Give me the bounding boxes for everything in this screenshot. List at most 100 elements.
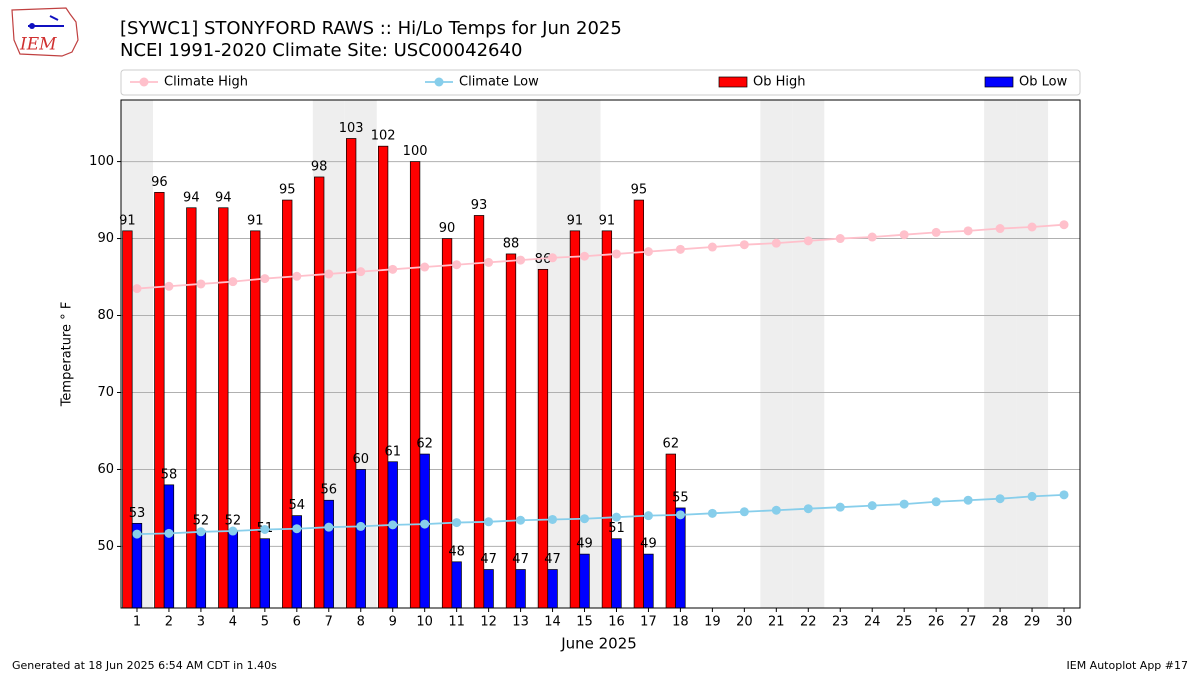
bar	[547, 569, 558, 609]
x-tick-label: 26	[928, 615, 945, 630]
value-label: 100	[403, 144, 428, 159]
x-axis-label: June 2025	[560, 635, 637, 653]
value-label: 47	[512, 552, 529, 567]
legend-marker	[139, 77, 149, 87]
bar	[643, 553, 654, 609]
value-label: 58	[161, 467, 178, 482]
bar	[377, 145, 389, 609]
bar	[473, 215, 485, 609]
value-label: 94	[215, 190, 232, 205]
line	[136, 493, 1065, 536]
bar	[122, 230, 133, 609]
x-tick-label: 14	[544, 615, 561, 630]
marker	[452, 518, 462, 528]
value-label: 47	[480, 552, 497, 567]
marker	[388, 520, 398, 530]
marker	[835, 502, 845, 512]
bar	[419, 453, 430, 609]
value-label: 95	[631, 183, 648, 198]
weekend-shade	[1016, 100, 1049, 608]
bar	[282, 199, 293, 609]
legend-box	[120, 69, 1081, 96]
logo: IEM	[11, 7, 79, 57]
value-label: 103	[339, 121, 364, 136]
x-tick-label: 25	[896, 615, 913, 630]
value-label: 96	[151, 175, 168, 190]
logo-text: IEM	[19, 35, 57, 55]
marker	[611, 512, 621, 522]
value-label: 48	[448, 544, 465, 559]
marker	[516, 515, 526, 525]
bar	[409, 161, 421, 609]
chart-title: [SYWC1] STONYFORD RAWS :: Hi/Lo Temps fo…	[120, 18, 622, 39]
bar	[451, 561, 462, 609]
value-label: 52	[193, 514, 210, 529]
marker	[995, 494, 1005, 504]
value-label: 60	[352, 452, 369, 467]
y-axis-label: Temperature ° F	[60, 302, 75, 408]
x-tick-label: 27	[960, 615, 977, 630]
value-label: 47	[544, 552, 561, 567]
x-tick-label: 16	[608, 615, 625, 630]
marker	[771, 238, 781, 248]
bar	[355, 469, 366, 609]
bar	[323, 499, 334, 609]
marker	[356, 267, 366, 277]
legend-label: Climate Low	[459, 75, 539, 90]
line	[136, 223, 1065, 290]
marker	[739, 240, 749, 250]
marker	[164, 281, 174, 291]
bar	[675, 507, 686, 609]
value-label: 54	[289, 498, 306, 513]
marker	[484, 257, 494, 267]
footer-left: Generated at 18 Jun 2025 6:54 AM CDT in …	[12, 659, 277, 672]
x-tick-label: 4	[229, 615, 237, 630]
x-tick-label: 3	[197, 615, 205, 630]
weekend-shade	[984, 100, 1017, 608]
marker	[899, 230, 909, 240]
marker	[196, 527, 206, 537]
marker	[835, 234, 845, 244]
y-tick-label: 60	[97, 462, 114, 477]
marker	[675, 510, 685, 520]
marker	[580, 251, 590, 261]
marker	[963, 495, 973, 505]
x-tick-label: 17	[640, 615, 657, 630]
x-tick-label: 2	[165, 615, 173, 630]
legend-label: Ob High	[753, 75, 806, 90]
marker	[548, 514, 558, 524]
marker	[611, 249, 621, 259]
plot-frame	[120, 99, 1081, 609]
marker	[771, 505, 781, 515]
bar	[186, 207, 197, 609]
x-tick-label: 13	[512, 615, 529, 630]
bar	[314, 176, 325, 609]
weekend-shade	[792, 100, 825, 608]
marker	[164, 528, 174, 538]
marker	[260, 524, 270, 534]
value-label: 91	[119, 213, 136, 228]
value-label: 98	[311, 159, 328, 174]
marker	[1059, 220, 1069, 230]
marker	[452, 260, 462, 270]
legend-swatch	[718, 76, 748, 88]
marker	[516, 255, 526, 265]
bar	[387, 461, 398, 609]
marker	[132, 284, 142, 294]
bar	[579, 553, 590, 609]
x-tick-label: 30	[1056, 615, 1073, 630]
weekend-shade	[760, 100, 793, 608]
marker	[388, 264, 398, 274]
marker	[803, 504, 813, 514]
x-tick-label: 10	[416, 615, 433, 630]
x-tick-label: 5	[261, 615, 269, 630]
marker	[803, 236, 813, 246]
marker	[228, 526, 238, 536]
marker	[132, 529, 142, 539]
marker	[931, 227, 941, 237]
x-tick-label: 7	[325, 615, 333, 630]
marker	[707, 508, 717, 518]
marker	[580, 514, 590, 524]
y-tick-label: 70	[97, 385, 114, 400]
